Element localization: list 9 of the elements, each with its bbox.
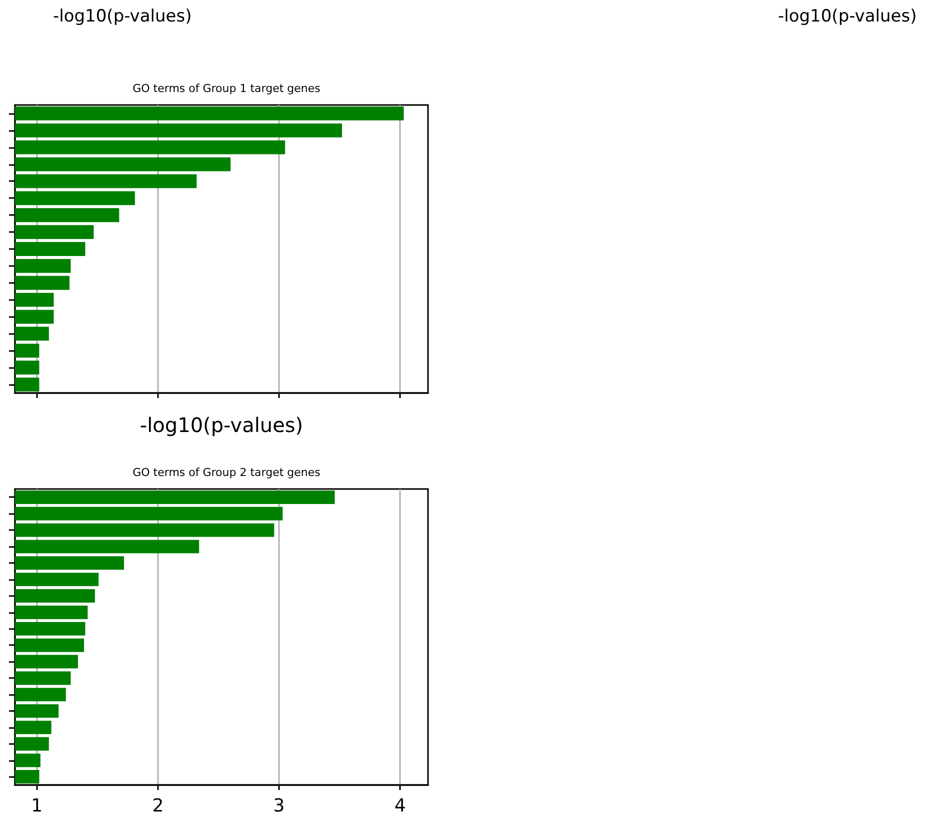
text: -log10(p-values) [778,6,917,26]
chart-title: GO terms of Group 2 target genes [132,466,321,479]
x-tick-label: 4 [394,796,406,816]
x-axis-title: -log10(p-values) [140,413,304,437]
text: -log10(p-values) [53,6,192,26]
x-tick-label: 2 [152,796,164,816]
x-tick-label: 3 [273,796,285,816]
chart-title: GO terms of Group 1 target genes [132,82,321,95]
x-tick-label: 1 [31,796,43,816]
